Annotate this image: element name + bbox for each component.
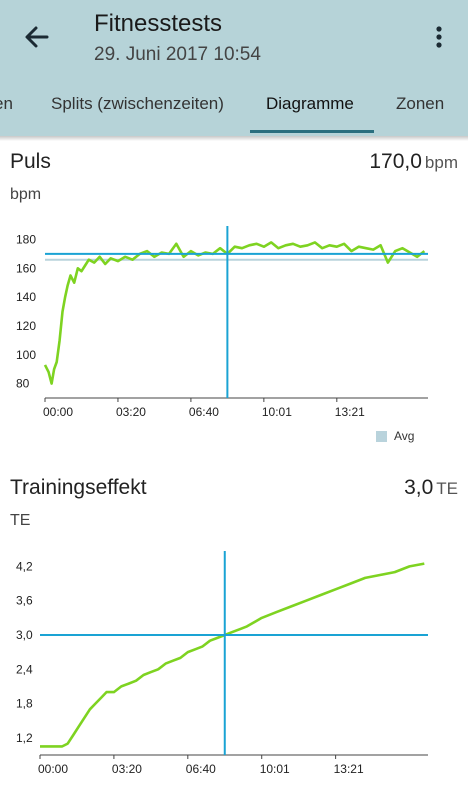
te-title: Trainingseffekt [10,476,147,499]
series-line [43,241,426,385]
y-tick-label: 120 [16,319,36,333]
x-tick-label: 00:00 [43,405,73,419]
legend-swatch-avg [376,430,387,442]
tab-previous[interactable]: en [0,94,13,113]
x-tick-label: 10:01 [262,405,292,419]
x-tick-label: 13:21 [335,405,365,419]
y-tick-label: 3,0 [16,628,33,642]
puls-title: Puls [10,150,51,173]
y-tick-label: 3,6 [16,594,33,608]
y-tick-label: 4,2 [16,559,33,573]
y-tick-label: 100 [16,348,36,362]
x-tick-label: 10:01 [260,762,290,776]
x-tick-label: 03:20 [112,762,142,776]
te-unit: TE [10,512,31,529]
back-button[interactable] [20,20,54,54]
y-tick-label: 180 [16,233,36,247]
x-tick-label: 00:00 [38,762,68,776]
y-tick-label: 1,2 [16,731,33,745]
page-subtitle: 29. Juni 2017 10:54 [94,44,261,65]
active-tab-indicator [250,130,374,133]
puls-value: 170,0 bpm [369,150,458,174]
y-tick-label: 2,4 [16,662,33,676]
puls-chart[interactable]: 80 100 120 140 160 180 00:00 03:20 06:40 10:01 13:… [0,220,468,420]
app-bar-shadow [0,136,468,141]
tab-zonen[interactable]: Zonen [396,94,445,113]
te-value-unit: TE [436,479,458,498]
x-tick-label: 06:40 [186,762,216,776]
arrow-left-icon [25,26,49,48]
puls-value-unit: bpm [424,153,458,172]
te-value-number: 3,0 [404,476,434,499]
puls-value-number: 170,0 [369,150,422,173]
legend-label-avg: Avg [394,429,415,443]
app-bar: Fitnesstests 29. Juni 2017 10:54 en Spli… [0,0,468,136]
more-vert-icon [436,26,442,48]
y-tick-label: 80 [16,377,30,391]
y-tick-label: 1,8 [16,697,33,711]
y-tick-label: 160 [16,261,36,275]
series-line [40,562,425,748]
tab-diagramme[interactable]: Diagramme [266,94,354,113]
tab-bar: en Splits (zwischenzeiten) Diagramme Zon… [0,82,468,134]
y-tick-label: 140 [16,290,36,304]
te-chart[interactable]: 1,2 1,8 2,4 3,0 3,6 4,2 00:00 03:20 06:40 10:01 13… [0,545,468,785]
page-title: Fitnesstests [94,10,223,37]
puls-unit: bpm [10,186,42,203]
tab-splits[interactable]: Splits (zwischenzeiten) [51,94,224,113]
te-value: 3,0 TE [404,476,458,500]
x-tick-label: 06:40 [189,405,219,419]
x-tick-label: 13:21 [334,762,364,776]
chart-legend: Avg [376,429,414,443]
overflow-menu-button[interactable] [426,20,452,54]
x-tick-label: 03:20 [116,405,146,419]
